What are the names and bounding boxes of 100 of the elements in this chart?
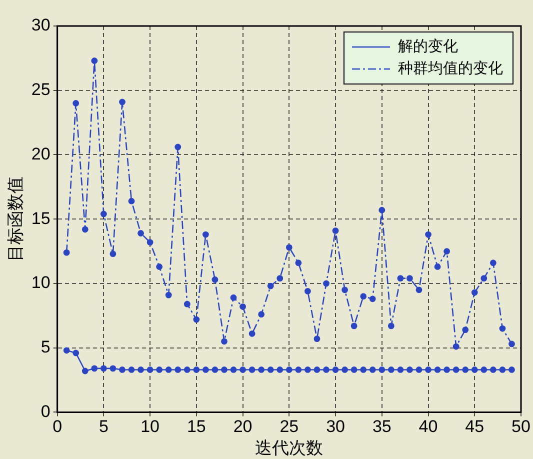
point	[202, 366, 209, 373]
point	[480, 275, 488, 282]
point	[240, 303, 246, 310]
y-tick-label: 15	[31, 208, 50, 228]
y-tick-label: 5	[40, 338, 50, 357]
y-tick-label: 20	[31, 144, 50, 164]
point	[258, 311, 265, 318]
point	[146, 366, 154, 373]
point	[174, 144, 182, 150]
point	[100, 365, 107, 372]
point	[304, 288, 311, 294]
point	[499, 366, 506, 373]
point	[444, 366, 450, 373]
point	[119, 366, 126, 373]
point	[286, 244, 292, 251]
point	[91, 365, 98, 372]
x-tick-label: 15	[186, 417, 206, 436]
point	[314, 366, 320, 373]
point	[425, 366, 432, 373]
point	[388, 366, 394, 373]
point	[221, 338, 228, 345]
point	[128, 198, 135, 204]
point	[342, 366, 348, 373]
x-tick-label: 30	[326, 417, 345, 436]
legend-label: 种群均值的变化	[398, 60, 503, 78]
point	[286, 366, 292, 373]
point	[369, 366, 376, 373]
point	[406, 275, 413, 282]
point	[314, 336, 320, 342]
x-tick-label: 10	[140, 417, 160, 436]
point	[230, 366, 237, 373]
x-tick-label: 5	[98, 417, 108, 436]
point	[434, 366, 441, 373]
point	[146, 239, 154, 246]
point	[332, 227, 339, 234]
point	[174, 366, 182, 373]
point	[295, 260, 302, 266]
point	[471, 366, 478, 373]
point	[248, 366, 256, 373]
point	[350, 366, 358, 373]
point	[110, 365, 116, 372]
point	[193, 366, 200, 373]
point	[72, 100, 80, 106]
point	[240, 366, 246, 373]
point	[221, 366, 228, 373]
y-tick-label: 25	[31, 80, 50, 100]
x-tick-label: 0	[52, 417, 62, 436]
point	[138, 366, 144, 373]
point	[156, 264, 163, 270]
y-tick-label: 30	[31, 16, 50, 35]
point	[360, 293, 367, 300]
point	[165, 292, 172, 298]
point	[100, 210, 107, 218]
point	[434, 264, 441, 270]
point	[397, 275, 404, 282]
point	[452, 343, 460, 350]
legend-label: 解的变化	[398, 38, 458, 56]
point	[462, 326, 469, 334]
point	[378, 206, 386, 214]
point	[406, 366, 413, 373]
point	[258, 366, 265, 373]
point	[462, 366, 469, 373]
point	[369, 296, 376, 302]
point	[165, 366, 172, 373]
y-tick-label: 10	[31, 273, 50, 292]
x-tick-label: 25	[280, 417, 299, 436]
point	[360, 366, 367, 373]
point	[276, 366, 284, 373]
point	[267, 366, 274, 373]
y-tick-label: 0	[40, 402, 50, 421]
point	[350, 322, 358, 330]
point	[378, 366, 386, 373]
point	[416, 286, 422, 294]
point	[304, 366, 311, 373]
point	[202, 231, 209, 238]
point	[82, 226, 88, 233]
point	[397, 366, 404, 373]
point	[425, 231, 432, 238]
point	[230, 294, 237, 301]
point	[295, 366, 302, 373]
point	[323, 280, 330, 287]
x-tick-label: 35	[372, 417, 392, 436]
x-tick-label: 50	[512, 417, 530, 436]
point	[110, 250, 116, 258]
point	[490, 366, 496, 373]
point	[248, 330, 256, 337]
point	[119, 98, 126, 106]
point	[184, 300, 190, 308]
point	[156, 366, 163, 373]
point	[63, 347, 70, 354]
point	[323, 366, 330, 373]
point	[508, 340, 515, 348]
y-axis-title: 目标函数值	[6, 176, 25, 262]
point	[184, 366, 190, 373]
x-tick-label: 40	[418, 417, 438, 436]
point	[138, 230, 144, 236]
point	[82, 368, 88, 374]
point	[388, 322, 394, 330]
point	[72, 350, 80, 356]
point	[128, 366, 135, 373]
